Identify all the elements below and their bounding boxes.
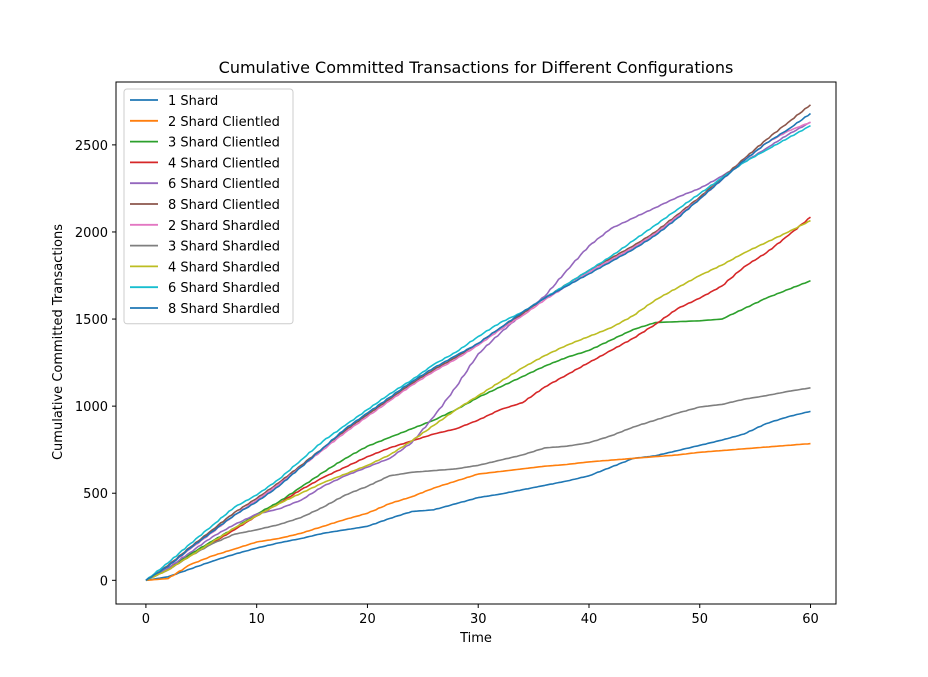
legend-entry: 8 Shard Clientled: [168, 198, 280, 213]
legend-entry: 4 Shard Shardled: [168, 260, 280, 275]
series-line-3: [145, 279, 811, 582]
legend-entry: 6 Shard Shardled: [168, 281, 280, 296]
y-axis-label: Cumulative Committed Transactions: [51, 224, 66, 460]
legend: 1 Shard 2 Shard Clientled 3 Shard Clientle…: [123, 88, 294, 325]
x-axis: 0 10 20 30 40 50 60: [142, 604, 819, 627]
y-tick-label: 2000: [75, 226, 108, 241]
x-tick-label: 60: [802, 612, 819, 627]
x-tick-label: 0: [142, 612, 150, 627]
series-line-10: [145, 124, 811, 581]
x-tick-label: 50: [691, 612, 708, 627]
legend-entry: 4 Shard Clientled: [168, 156, 280, 171]
series-line-1: [145, 410, 811, 582]
series-line-9: [145, 219, 811, 582]
series-line-2: [145, 442, 811, 582]
x-tick-label: 20: [359, 612, 376, 627]
series-line-11: [145, 112, 812, 581]
legend-entry: 3 Shard Shardled: [168, 240, 280, 255]
legend-entry: 3 Shard Clientled: [168, 136, 280, 151]
x-tick-label: 30: [470, 612, 487, 627]
plot-frame: [115, 81, 837, 605]
x-tick-label: 40: [581, 612, 598, 627]
x-axis-label: Time: [459, 631, 492, 646]
legend-entry: 2 Shard Clientled: [168, 115, 280, 130]
y-tick-label: 1500: [75, 313, 108, 328]
y-axis: 0 500 1000 1500 2000 2500: [75, 139, 116, 589]
legend-entry: 2 Shard Shardled: [168, 219, 280, 234]
legend-entry: 8 Shard Shardled: [168, 302, 280, 317]
series-line-5: [145, 121, 811, 581]
y-tick-label: 0: [100, 574, 108, 589]
y-tick-label: 500: [83, 487, 108, 502]
chart-title: Cumulative Committed Transactions for Di…: [219, 58, 734, 77]
y-tick-label: 1000: [75, 400, 108, 415]
series-line-8: [145, 387, 811, 582]
x-tick-label: 10: [248, 612, 265, 627]
legend-entry: 6 Shard Clientled: [168, 177, 280, 192]
y-tick-label: 2500: [75, 139, 108, 154]
legend-entry: 1 Shard: [168, 94, 218, 109]
plot-area: [115, 81, 837, 605]
legend-box: [123, 88, 294, 325]
